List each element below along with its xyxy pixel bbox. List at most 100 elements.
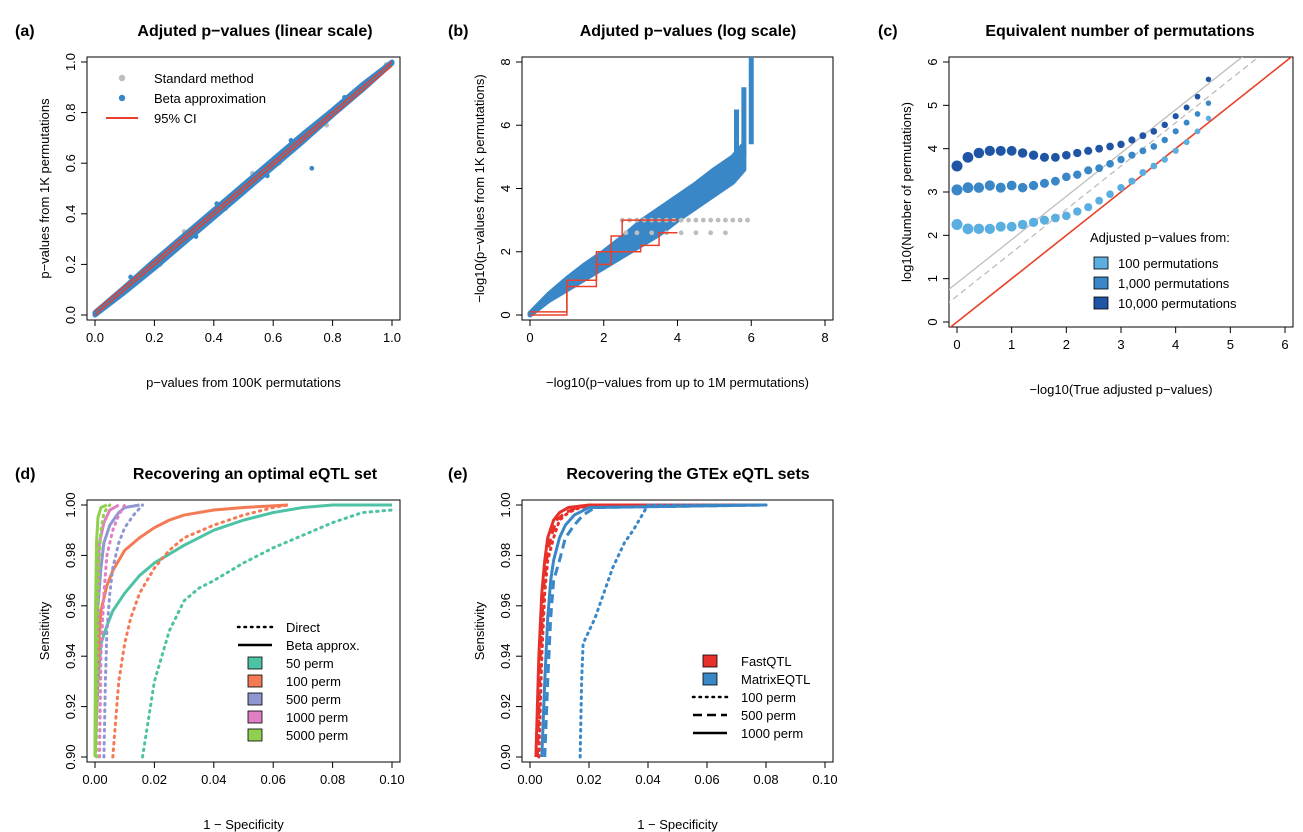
y-tick-label: 1: [925, 275, 940, 282]
permutation-point: [1128, 136, 1136, 144]
legend-label: Direct: [286, 620, 320, 635]
permutation-point: [1028, 180, 1039, 191]
permutation-point: [973, 223, 985, 235]
y-tick-label: 0.4: [63, 205, 78, 223]
permutation-point: [1050, 176, 1060, 186]
permutation-point: [1039, 215, 1050, 225]
standard-point: [730, 217, 736, 223]
roc-curve: [540, 503, 767, 758]
legend-label: Beta approx.: [286, 638, 360, 653]
plot-frame: [86, 499, 401, 763]
permutation-point: [1117, 155, 1125, 164]
y-tick-label: 0.6: [63, 154, 78, 172]
legend-swatch: [702, 672, 718, 686]
panel-c: (c) Equivalent number of permutations 0 1 2 3…: [878, 23, 1294, 397]
x-tick-label: 3: [1117, 337, 1124, 352]
standard-point: [634, 230, 640, 236]
legend-label: 95% CI: [154, 111, 197, 126]
permutation-point: [1039, 178, 1050, 188]
reference-line-identity: [949, 57, 1293, 327]
permutation-point: [995, 145, 1006, 156]
y-tick-label: 0.96: [63, 593, 78, 618]
permutation-point: [1017, 148, 1028, 158]
permutation-point: [951, 219, 963, 230]
roc-curve: [111, 503, 290, 759]
legend-swatch: [1093, 276, 1109, 290]
roc-curve: [537, 503, 768, 759]
legend-label: 100 perm: [741, 690, 796, 705]
permutation-point: [973, 147, 985, 159]
y-tick-label: 6: [925, 58, 940, 65]
y-tick-label: 0.92: [63, 694, 78, 719]
x-tick-label: 0.08: [753, 772, 778, 787]
y-tick-label: 0.98: [63, 543, 78, 568]
y-tick-label: 6: [498, 122, 513, 129]
panel-tag: (a): [15, 23, 35, 40]
permutation-point: [1106, 160, 1114, 168]
x-tick-label: 0.02: [576, 772, 601, 787]
roc-curve: [534, 503, 766, 758]
y-tick-label: 0.94: [63, 644, 78, 669]
plot-area: [534, 503, 768, 759]
beta-point: [309, 165, 315, 171]
roc-curve: [97, 503, 127, 759]
x-axis-label: 1 − Specificity: [637, 817, 718, 832]
legend-swatch: [1093, 256, 1109, 270]
y-tick-label: 0.92: [498, 694, 513, 719]
standard-point: [693, 217, 699, 223]
permutation-point: [1106, 142, 1114, 151]
chart-title: Recovering the GTEx eQTL sets: [566, 466, 809, 483]
permutation-point: [1183, 119, 1190, 126]
standard-point: [649, 230, 655, 236]
plot-area: [93, 503, 394, 759]
y-tick-label: 0.8: [63, 104, 78, 122]
roc-curve: [543, 503, 767, 758]
x-tick-label: 0.06: [694, 772, 719, 787]
plot-area: [92, 59, 395, 318]
permutation-point: [1139, 132, 1147, 140]
legend-label: 500 perm: [286, 692, 341, 707]
standard-point: [623, 230, 629, 236]
permutation-point: [1050, 213, 1060, 223]
legend-label: 1000 perm: [741, 726, 803, 741]
x-tick-label: 4: [674, 330, 681, 345]
legend-swatch: [1093, 296, 1109, 310]
y-tick-label: 4: [498, 185, 513, 192]
roc-curve: [93, 503, 108, 758]
permutation-point: [1084, 203, 1093, 212]
beta-point: [193, 234, 199, 239]
x-tick-label: 1: [1008, 337, 1015, 352]
legend-symbol: [118, 74, 126, 82]
legend-label: MatrixEQTL: [741, 672, 810, 687]
plot-frame: [521, 499, 834, 763]
x-tick-label: 0.6: [264, 330, 282, 345]
beta-point: [264, 173, 270, 179]
x-axis-label: −log10(p−values from up to 1M permutatio…: [546, 375, 809, 390]
legend-swatch: [247, 656, 263, 670]
permutation-point: [1194, 128, 1201, 135]
legend-label: 50 perm: [286, 656, 334, 671]
permutation-point: [1172, 147, 1179, 154]
y-tick-label: 1.00: [63, 492, 78, 517]
legend-title: Adjusted p−values from:: [1090, 230, 1230, 245]
y-axis-label: Sensitivity: [472, 601, 487, 660]
permutation-point: [1117, 140, 1125, 149]
permutation-point: [1139, 169, 1147, 176]
beta-point: [128, 274, 134, 280]
panel-tag: (e): [448, 466, 468, 483]
standard-point: [708, 230, 714, 236]
y-tick-label: 2: [498, 248, 513, 255]
permutation-point: [962, 182, 974, 194]
permutation-point: [1050, 152, 1060, 162]
permutation-point: [984, 180, 995, 191]
ci-step-upper: [530, 219, 678, 313]
permutation-point: [1205, 76, 1212, 83]
y-axis-label: Sensitivity: [37, 601, 52, 660]
permutation-point: [973, 182, 985, 193]
legend-swatch: [247, 728, 263, 742]
permutation-point: [1084, 166, 1093, 175]
y-tick-label: 0.2: [63, 255, 78, 273]
permutation-point: [1084, 146, 1093, 155]
y-tick-label: 0.90: [498, 744, 513, 769]
